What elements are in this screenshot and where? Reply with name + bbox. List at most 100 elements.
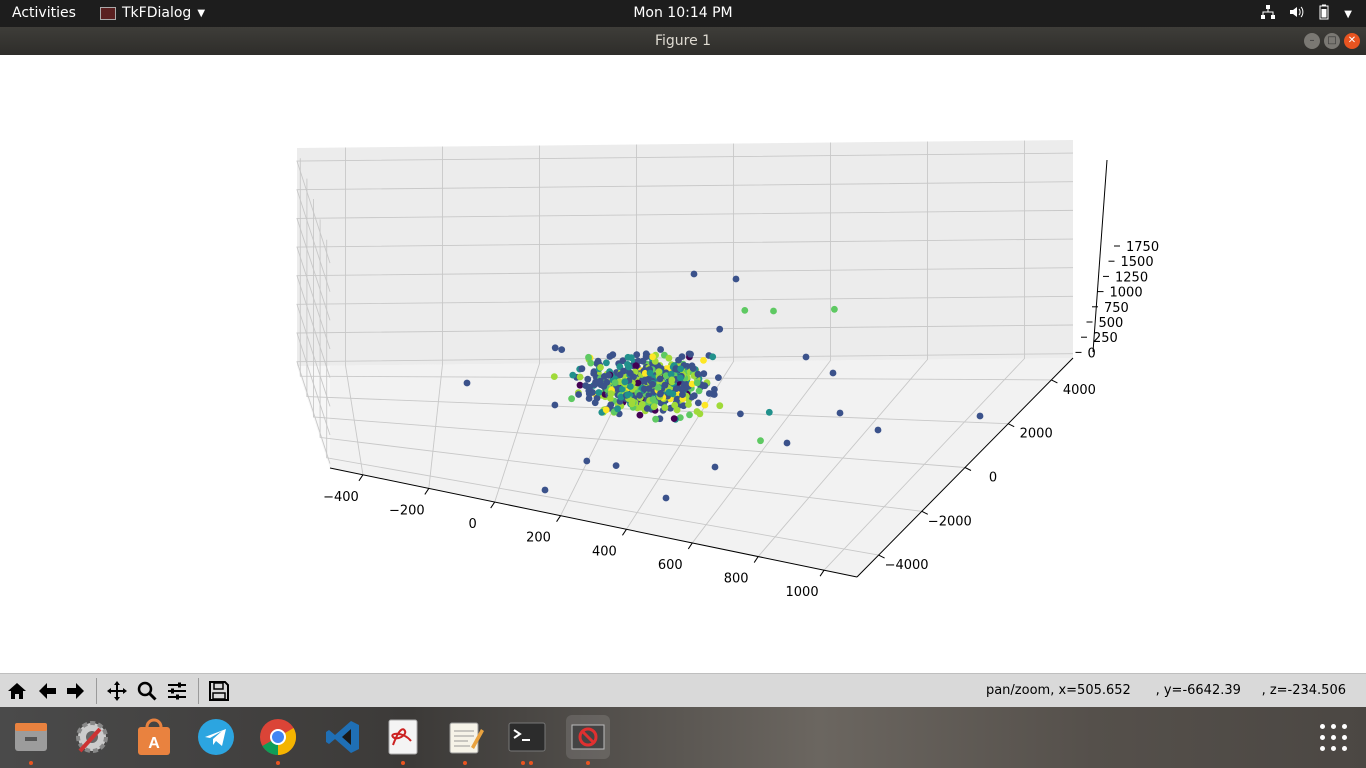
- network-icon[interactable]: [1260, 4, 1276, 24]
- scatter-point: [620, 367, 627, 375]
- scatter-point: [661, 381, 669, 389]
- app-menu-label: TkFDialog: [122, 5, 192, 21]
- scatter-point: [595, 389, 603, 396]
- scatter-point: [672, 385, 680, 392]
- x-tick-mark: [490, 501, 496, 509]
- scatter-point: [688, 393, 696, 401]
- close-button[interactable]: ✕: [1344, 33, 1360, 49]
- scatter-point: [550, 373, 558, 380]
- z-gridline: [296, 295, 1074, 407]
- dock-tk-app[interactable]: [566, 715, 610, 765]
- scatter-point: [657, 389, 664, 397]
- x-axis-line: [329, 467, 858, 578]
- scatter-point: [607, 401, 615, 409]
- scatter-point: [657, 346, 664, 353]
- z-gridline: [296, 181, 1074, 292]
- scatter-point: [641, 369, 649, 377]
- dock: A: [0, 707, 1366, 768]
- svg-text:A: A: [148, 735, 160, 752]
- scatter-point: [770, 307, 777, 315]
- top-bar: Activities TkFDialog ▼ Mon 10:14 PM ▼: [0, 0, 1366, 27]
- scatter-point: [831, 305, 838, 313]
- x-gridline: [428, 146, 443, 489]
- scatter-point: [576, 373, 584, 381]
- scatter-point: [671, 401, 679, 409]
- z-tick-label: 1000: [1110, 286, 1143, 301]
- z-tick-label: 500: [1099, 316, 1124, 331]
- scatter-point: [836, 409, 844, 417]
- scatter-point: [606, 353, 614, 360]
- show-applications-icon[interactable]: [1320, 724, 1348, 752]
- z-axis-line: [1092, 159, 1108, 353]
- z-tick-label: 1250: [1115, 270, 1148, 285]
- scatter-point: [596, 377, 604, 385]
- dock-chrome[interactable]: [256, 715, 300, 765]
- window-titlebar[interactable]: Figure 1 – □ ✕: [0, 27, 1366, 55]
- chevron-down-icon[interactable]: ▼: [1344, 8, 1352, 20]
- scatter-point: [638, 400, 646, 408]
- scatter-point: [614, 405, 621, 413]
- system-tray[interactable]: ▼: [1260, 4, 1352, 24]
- scatter-point: [686, 411, 693, 419]
- minimize-button[interactable]: –: [1304, 33, 1320, 49]
- y-gridline: [313, 199, 966, 468]
- pan-icon[interactable]: [104, 679, 130, 703]
- z-gridline: [296, 152, 1074, 264]
- save-icon[interactable]: [206, 679, 232, 703]
- scatter-point: [584, 375, 592, 383]
- scatter-point: [665, 354, 673, 362]
- scatter-point: [688, 362, 696, 370]
- scatter-point: [633, 351, 641, 359]
- dock-telegram[interactable]: [194, 715, 238, 759]
- figure-canvas[interactable]: −400 −200 0 200 400 600 800 1000 4000 2000 0 −2000−…: [0, 55, 1366, 673]
- zoom-icon[interactable]: [134, 679, 160, 703]
- y-tick-mark: [1007, 423, 1015, 428]
- scatter-point: [678, 385, 686, 393]
- back-icon[interactable]: [34, 679, 60, 703]
- dock-files[interactable]: [9, 715, 53, 765]
- scatter-point: [732, 275, 740, 283]
- z-gridline: [296, 238, 1074, 350]
- scatter-point: [603, 359, 610, 367]
- battery-icon[interactable]: [1316, 4, 1332, 24]
- scatter-point: [649, 353, 656, 361]
- scatter-point: [705, 390, 713, 397]
- volume-icon[interactable]: [1288, 4, 1304, 24]
- scatter-point: [716, 402, 724, 410]
- scatter-point: [627, 383, 634, 390]
- dock-document-viewer[interactable]: [381, 715, 425, 765]
- x-tick-mark: [687, 542, 693, 550]
- dock-vscode[interactable]: [321, 715, 365, 759]
- scatter-point: [642, 353, 650, 361]
- scatter-point: [711, 463, 719, 471]
- scatter-point: [618, 385, 626, 393]
- x-tick-label: 600: [658, 558, 683, 573]
- maximize-button[interactable]: □: [1324, 33, 1340, 49]
- scatter-point: [558, 346, 566, 353]
- app-menu[interactable]: TkFDialog ▼: [100, 5, 205, 21]
- toolbar-separator: [198, 678, 199, 704]
- x-gridline: [757, 141, 928, 557]
- scatter-3d-chart[interactable]: −400−20002004006008001000400020000−2000−…: [0, 55, 1366, 673]
- scatter-point: [568, 395, 575, 403]
- scatter-point: [783, 439, 791, 447]
- activities-button[interactable]: Activities: [12, 5, 76, 21]
- system-tools-icon: [76, 721, 108, 753]
- scatter-point: [652, 415, 659, 423]
- scatter-point: [690, 270, 698, 278]
- z-tick-label: 1750: [1126, 240, 1159, 255]
- configure-subplots-icon[interactable]: [164, 679, 190, 703]
- scatter-point: [643, 405, 651, 412]
- forward-icon[interactable]: [63, 679, 89, 703]
- scatter-point: [593, 394, 601, 402]
- dock-text-editor[interactable]: [443, 715, 487, 765]
- text-editor-icon: [449, 722, 484, 754]
- dock-software-store[interactable]: A: [132, 715, 176, 759]
- home-icon[interactable]: [4, 679, 30, 703]
- dock-terminal[interactable]: [505, 715, 549, 765]
- dock-system-tools[interactable]: [70, 715, 114, 759]
- scatter-point: [636, 392, 643, 399]
- x-tick-label: −400: [323, 490, 359, 505]
- x-tick-label: 400: [592, 544, 617, 559]
- scatter-point: [627, 370, 634, 377]
